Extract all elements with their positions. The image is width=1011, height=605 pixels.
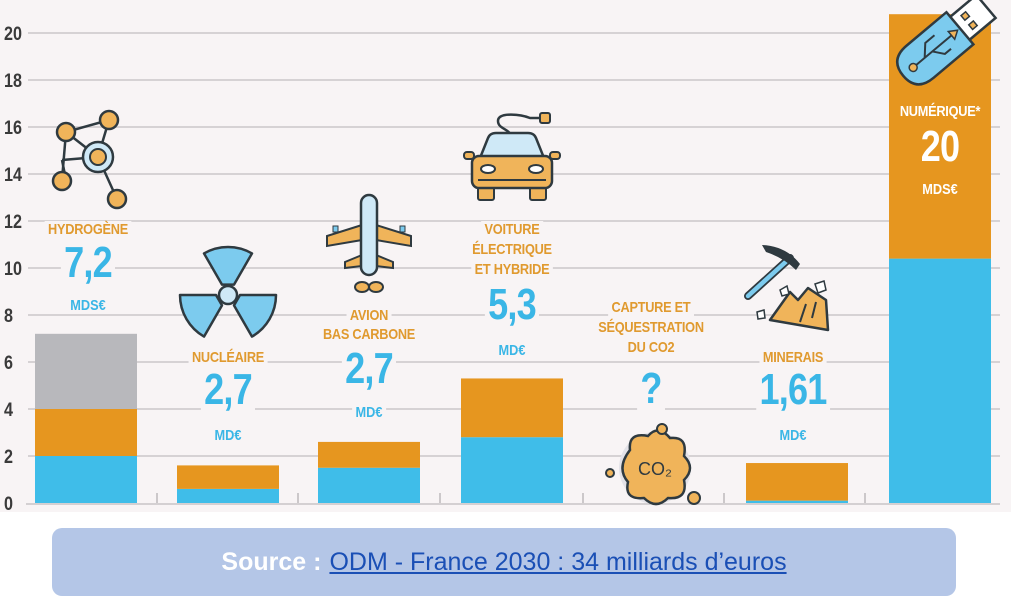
pickaxe-icon — [744, 245, 830, 332]
source-banner: Source : ODM - France 2030 : 34 milliard… — [52, 528, 956, 596]
unit-hydrogene: MDS€ — [66, 297, 110, 314]
unit-minerais: MD€ — [776, 427, 810, 444]
label-voiture-2: ÉLECTRIQUE — [468, 241, 556, 258]
label-numerique: NUMÉRIQUE* — [899, 103, 981, 120]
bar-segment-blue — [318, 467, 420, 503]
y-tick-label: 8 — [4, 305, 13, 327]
bar-segment-orange — [746, 463, 848, 501]
bar-segment-blue — [889, 258, 991, 503]
unit-avion: MD€ — [352, 404, 386, 421]
y-tick-label: 2 — [4, 446, 13, 468]
value-numerique: 20 — [920, 122, 960, 171]
bar-segment-orange — [177, 465, 279, 489]
molecule-icon — [51, 109, 128, 210]
label-avion-2: BAS CARBONE — [319, 326, 419, 343]
y-tick-label: 14 — [4, 164, 22, 186]
value-minerais: 1,61 — [756, 365, 830, 414]
bar-segment-orange — [318, 441, 420, 468]
bar-segment-blue — [461, 437, 563, 503]
usb-key-icon — [896, 0, 998, 86]
y-tick-label: 6 — [4, 352, 13, 374]
label-voiture-1: VOITURE — [481, 221, 543, 238]
bar-segment-orange — [35, 409, 137, 456]
chart-area: 0 2 4 6 8 10 12 14 16 18 20 CO₂ HYDROGÈNE 7,2 MDS€ … — [0, 0, 1011, 512]
svg-text:CO₂: CO₂ — [638, 459, 672, 479]
label-capture-1: CAPTURE ET — [608, 299, 694, 316]
unit-numerique: MDS€ — [922, 181, 958, 198]
value-hydrogene: 7,2 — [60, 238, 116, 287]
bar-segment-orange — [461, 378, 563, 438]
bar-segment-blue — [177, 488, 279, 503]
y-tick-label: 12 — [4, 211, 22, 233]
label-avion-1: AVION — [346, 307, 392, 324]
label-minerais: MINERAIS — [759, 349, 827, 366]
source-label: Source : — [221, 547, 322, 576]
y-tick-label: 16 — [4, 117, 22, 139]
y-tick-label: 0 — [4, 493, 13, 512]
bar-segment-gray — [35, 333, 137, 409]
y-tick-label: 20 — [4, 23, 22, 45]
label-capture-2: SÉQUESTRATION — [594, 319, 708, 336]
value-voiture: 5,3 — [484, 280, 540, 329]
value-capture: ? — [637, 364, 665, 413]
y-tick-label: 10 — [4, 258, 22, 280]
unit-voiture: MD€ — [495, 342, 529, 359]
bar-segment-blue — [35, 456, 137, 503]
electric-car-icon — [463, 112, 561, 201]
y-tick-label: 18 — [4, 70, 22, 92]
source-link[interactable]: ODM - France 2030 : 34 milliards d’euros — [329, 547, 787, 576]
label-nucleaire: NUCLÉAIRE — [188, 349, 268, 366]
label-capture-3: DU CO2 — [624, 339, 678, 356]
stacked-bar-chart: 0 2 4 6 8 10 12 14 16 18 20 CO₂ — [4, 0, 1000, 512]
value-avion: 2,7 — [341, 344, 397, 393]
y-tick-label: 4 — [4, 399, 13, 421]
co2-cloud-icon: CO₂ — [605, 423, 701, 506]
airplane-icon — [326, 193, 412, 293]
label-voiture-3: ET HYBRIDE — [471, 261, 553, 278]
radiation-icon — [178, 245, 278, 338]
bar-segment-blue — [746, 500, 848, 503]
value-nucleaire: 2,7 — [200, 365, 256, 414]
unit-nucleaire: MD€ — [211, 427, 245, 444]
label-hydrogene: HYDROGÈNE — [44, 221, 132, 238]
